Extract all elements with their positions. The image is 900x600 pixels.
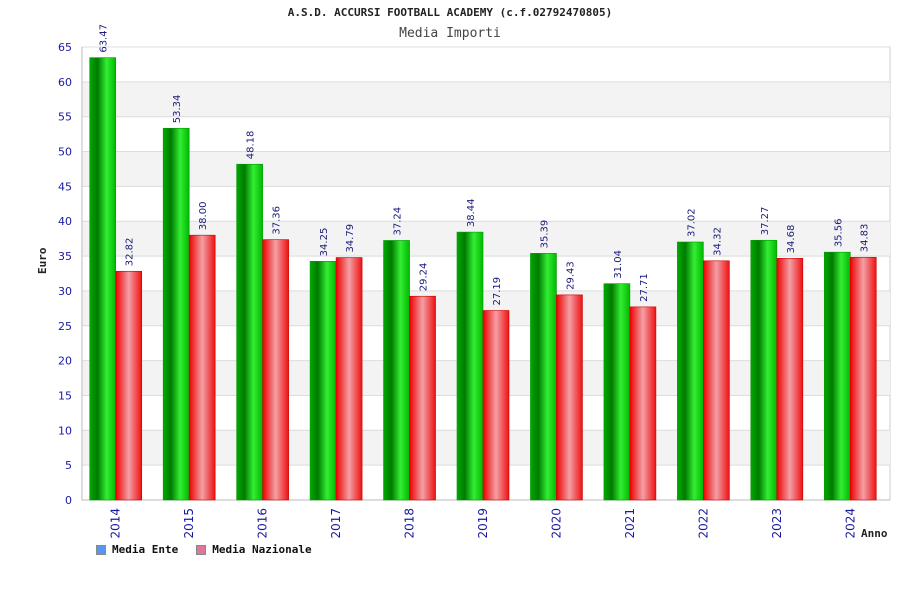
bar-ente	[162, 127, 190, 501]
legend: Media Ente Media Nazionale	[96, 543, 312, 556]
bar-nazionale	[115, 270, 143, 501]
y-tick-label: 45	[58, 180, 72, 193]
data-label-ente: 37.27	[760, 207, 771, 236]
y-tick-label: 15	[58, 389, 72, 402]
data-label-ente: 37.02	[686, 208, 697, 237]
data-label-nazionale: 34.32	[712, 227, 723, 256]
legend-item-nazionale: Media Nazionale	[196, 543, 312, 556]
data-label-nazionale: 34.68	[786, 225, 797, 254]
y-tick-label: 30	[58, 285, 72, 298]
legend-swatch-nazionale	[196, 544, 207, 555]
y-tick-label: 5	[65, 459, 72, 472]
y-tick-label: 60	[58, 76, 72, 89]
y-tick-label: 40	[58, 215, 72, 228]
data-label-ente: 63.47	[99, 24, 110, 53]
bar-ente	[530, 253, 557, 501]
data-label-nazionale: 34.79	[345, 224, 356, 253]
bar-nazionale	[849, 256, 877, 501]
x-tick-label: 2014	[109, 508, 123, 539]
grid-band	[82, 81, 890, 117]
legend-label-ente: Media Ente	[112, 543, 179, 556]
grid-band	[82, 151, 890, 187]
y-tick-label: 55	[58, 111, 72, 124]
data-label-ente: 31.04	[613, 250, 624, 279]
legend-item-ente: Media Ente	[96, 543, 178, 556]
data-label-nazionale: 38.00	[198, 202, 209, 231]
bar-nazionale	[703, 260, 730, 501]
x-tick-label: 2023	[770, 508, 784, 539]
bar-ente	[236, 163, 263, 501]
bar-ente	[456, 231, 484, 501]
x-tick-label: 2017	[329, 508, 343, 539]
bar-ente	[309, 261, 337, 501]
data-label-ente: 38.44	[466, 198, 477, 227]
y-tick-label: 25	[58, 320, 72, 333]
data-label-nazionale: 32.82	[125, 238, 136, 267]
data-label-ente: 35.39	[539, 220, 550, 249]
y-tick-label: 10	[58, 424, 72, 437]
data-label-nazionale: 29.24	[419, 263, 430, 292]
data-label-nazionale: 29.43	[565, 261, 576, 290]
y-tick-label: 35	[58, 250, 72, 263]
bar-nazionale	[629, 306, 657, 501]
y-tick-label: 50	[58, 146, 72, 159]
data-label-ente: 48.18	[246, 131, 257, 160]
x-axis-label: Anno	[861, 527, 888, 540]
bar-nazionale	[335, 257, 363, 501]
data-label-nazionale: 37.36	[272, 206, 283, 235]
data-label-ente: 37.24	[393, 207, 404, 236]
bar-nazionale	[556, 294, 583, 501]
y-tick-label: 65	[58, 41, 72, 54]
data-label-nazionale: 27.71	[639, 273, 650, 302]
x-tick-label: 2016	[256, 508, 270, 539]
legend-label-nazionale: Media Nazionale	[212, 543, 312, 556]
bar-nazionale	[262, 239, 289, 501]
bar-ente	[603, 283, 631, 501]
bar-nazionale	[409, 295, 436, 501]
legend-swatch-ente	[96, 544, 106, 555]
bar-ente	[750, 239, 778, 501]
bar-ente	[823, 251, 851, 501]
bar-ente	[383, 240, 410, 501]
x-tick-label: 2024	[843, 508, 857, 539]
chart-title: A.S.D. ACCURSI FOOTBALL ACADEMY (c.f.027…	[287, 6, 613, 19]
bar-nazionale	[776, 258, 804, 501]
x-tick-label: 2021	[623, 508, 637, 539]
x-tick-label: 2020	[549, 508, 563, 539]
x-tick-label: 2022	[696, 508, 710, 539]
bar-nazionale	[482, 310, 510, 501]
bar-nazionale	[188, 234, 216, 501]
x-tick-label: 2019	[476, 508, 490, 539]
bar-ente	[677, 241, 704, 501]
x-tick-label: 2018	[403, 508, 417, 539]
x-tick-label: 2015	[182, 508, 196, 539]
data-label-nazionale: 27.19	[492, 277, 503, 306]
bar-ente	[89, 57, 117, 501]
y-tick-label: 20	[58, 355, 72, 368]
data-label-ente: 35.56	[833, 219, 844, 248]
data-label-ente: 53.34	[172, 95, 183, 124]
data-label-ente: 34.25	[319, 228, 330, 257]
y-tick-label: 0	[65, 494, 72, 507]
chart-subtitle: Media Importi	[399, 26, 501, 41]
data-label-nazionale: 34.83	[859, 224, 870, 253]
